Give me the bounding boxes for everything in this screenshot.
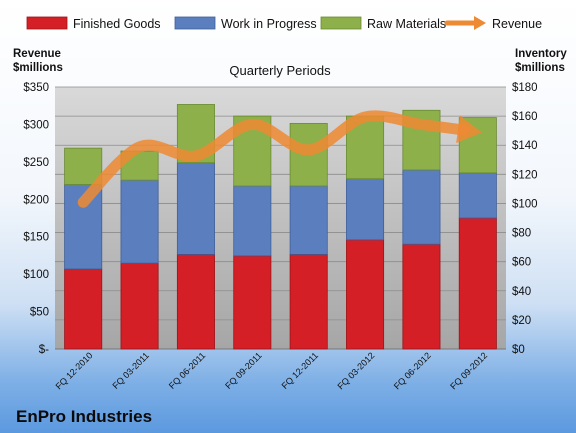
bar-finished-goods <box>289 253 328 350</box>
bar-finished-goods <box>233 255 272 350</box>
left-tick-label: $300 <box>23 119 49 131</box>
legend-label-raw-materials: Raw Materials <box>367 17 446 31</box>
right-tick-label: $80 <box>512 228 531 240</box>
right-axis-title-line1: Inventory <box>515 48 567 60</box>
legend-swatch-raw-materials <box>320 16 362 30</box>
left-axis-title-line2: $millions <box>13 62 63 74</box>
right-tick-label: $180 <box>512 82 538 94</box>
revenue-line <box>77 110 470 208</box>
category-label: FQ 06-2011 <box>167 350 208 391</box>
legend-swatch-revenue <box>444 16 486 30</box>
legend: Finished Goods Work in Progress Raw Mate… <box>26 16 542 31</box>
left-tick-label: $50 <box>30 307 49 319</box>
right-tick-label: $20 <box>512 315 531 327</box>
chart-title: Quarterly Periods <box>229 63 331 78</box>
left-tick-label: $200 <box>23 194 49 206</box>
left-axis-ticks: $- $50 $100 $150 $200 $250 $300 $350 <box>23 82 49 356</box>
category-label: FQ 03-2011 <box>110 350 151 391</box>
bar-raw-materials <box>64 147 103 185</box>
left-tick-label: $350 <box>23 82 49 94</box>
legend-swatch-work-in-progress <box>174 16 216 30</box>
revenue-arrowhead <box>456 115 482 144</box>
left-tick-label: $100 <box>23 269 49 281</box>
right-axis-title-line2: $millions <box>515 62 565 74</box>
right-tick-label: $140 <box>512 140 538 152</box>
bar-work-in-progress <box>289 185 328 255</box>
bar-work-in-progress <box>233 185 272 257</box>
bar-finished-goods <box>346 239 385 350</box>
category-label: FQ 03-2012 <box>335 350 376 391</box>
bar-work-in-progress <box>176 162 215 255</box>
right-tick-label: $160 <box>512 111 538 123</box>
left-tick-label: $- <box>39 344 49 356</box>
bar-finished-goods <box>64 268 103 350</box>
category-label: FQ 09-2011 <box>223 350 264 391</box>
bar-finished-goods <box>402 243 441 350</box>
bar-work-in-progress <box>402 169 441 245</box>
legend-label-revenue: Revenue <box>492 17 542 31</box>
category-label: FQ 12-2010 <box>54 350 95 391</box>
right-tick-label: $100 <box>512 198 538 210</box>
category-label: FQ 06-2012 <box>392 350 433 391</box>
legend-label-work-in-progress: Work in Progress <box>221 17 317 31</box>
right-axis-ticks: $0 $20 $40 $60 $80 $100 $120 $140 $160 $180 <box>512 82 538 356</box>
revenue-layer <box>77 110 482 208</box>
company-name: EnPro Industries <box>16 407 152 426</box>
bar-work-in-progress <box>458 172 497 219</box>
left-tick-label: $250 <box>23 157 49 169</box>
right-tick-label: $60 <box>512 257 531 269</box>
legend-swatch-finished-goods <box>26 16 68 30</box>
category-labels: FQ 12-2010 FQ 03-2011 FQ 06-2011 FQ 09-2011… <box>54 350 490 391</box>
right-tick-label: $0 <box>512 344 525 356</box>
bar-work-in-progress <box>346 178 385 241</box>
left-tick-label: $150 <box>23 232 49 244</box>
bar-finished-goods <box>458 217 497 350</box>
bars <box>64 104 497 350</box>
bar-work-in-progress <box>120 179 159 264</box>
left-axis-title-line1: Revenue <box>13 48 61 60</box>
legend-label-finished-goods: Finished Goods <box>73 17 161 31</box>
right-tick-label: $120 <box>512 169 538 181</box>
bar-finished-goods <box>120 262 159 350</box>
category-label: FQ 09-2012 <box>448 350 489 391</box>
category-label: FQ 12-2011 <box>280 350 321 391</box>
right-tick-label: $40 <box>512 286 531 298</box>
bar-finished-goods <box>176 253 215 350</box>
